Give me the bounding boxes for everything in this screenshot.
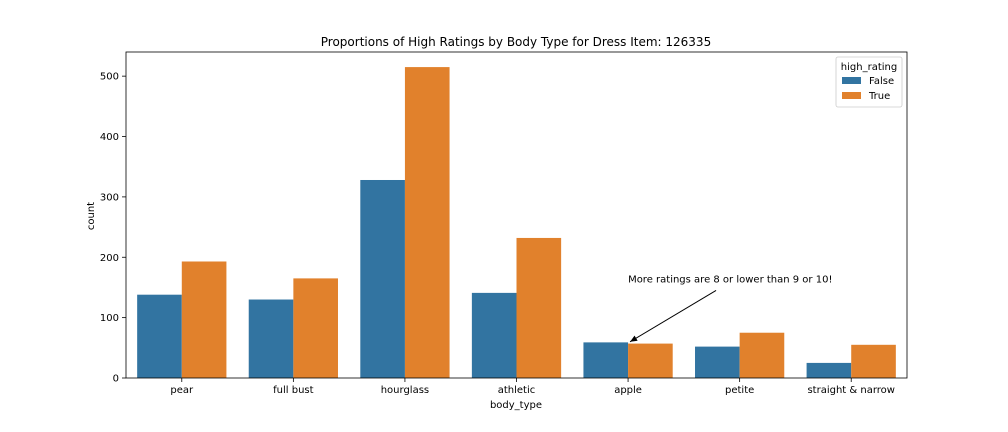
legend-label-true: True (868, 91, 890, 102)
bar-athletic-true (516, 237, 562, 378)
bar-hourglass-true (404, 67, 450, 378)
bar-straight-and-narrow-false (806, 362, 852, 378)
y-tick-label-100: 100 (100, 313, 119, 324)
bars-layer (137, 67, 896, 378)
y-tick-label-200: 200 (100, 253, 119, 264)
y-tick-label-400: 400 (100, 132, 119, 143)
bar-pear-true (181, 261, 227, 378)
y-axis-label: count (86, 202, 97, 230)
y-tick-label-500: 500 (100, 72, 119, 83)
axes-layer: 0 100 200 300 400 500 pear full bust hourglass at… (100, 51, 908, 396)
x-tick-label-straight-and-narrow: straight & narrow (807, 385, 895, 396)
legend-swatch-false (842, 77, 861, 84)
bar-full-bust-true (293, 278, 338, 378)
legend-label-false: False (869, 76, 894, 87)
bar-hourglass-false (360, 179, 405, 378)
bar-straight-and-narrow-true (851, 344, 896, 378)
legend-title: high_rating (841, 62, 897, 73)
legend: high_rating False True (835, 56, 903, 108)
x-tick-label-full-bust: full bust (273, 385, 313, 396)
x-tick-label-petite: petite (725, 385, 754, 396)
x-tick-label-pear: pear (170, 385, 194, 396)
annotation-layer: More ratings are 8 or lower than 9 or 10… (628, 274, 832, 343)
annotation-arrow-head (630, 335, 638, 342)
x-axis-label: body_type (490, 400, 542, 411)
bar-apple-false (583, 342, 629, 378)
annotation-arrow-line (629, 289, 717, 343)
x-tick-label-apple: apple (614, 385, 642, 396)
x-tick-label-hourglass: hourglass (381, 385, 429, 396)
annotation-text: More ratings are 8 or lower than 9 or 10… (628, 274, 832, 285)
bar-petite-false (695, 346, 740, 378)
bar-athletic-false (471, 292, 517, 378)
y-tick-label-0: 0 (113, 374, 119, 385)
bar-pear-false (137, 294, 182, 378)
chart-title: Proportions of High Ratings by Body Type… (321, 35, 711, 49)
y-tick-label-300: 300 (100, 192, 119, 203)
bar-petite-true (739, 332, 785, 378)
legend-swatch-true (842, 92, 861, 99)
bar-full-bust-false (248, 299, 294, 378)
x-tick-label-athletic: athletic (498, 385, 536, 396)
bar-apple-true (628, 343, 673, 378)
